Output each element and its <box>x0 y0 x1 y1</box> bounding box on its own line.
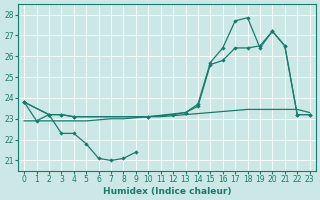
X-axis label: Humidex (Indice chaleur): Humidex (Indice chaleur) <box>103 187 231 196</box>
